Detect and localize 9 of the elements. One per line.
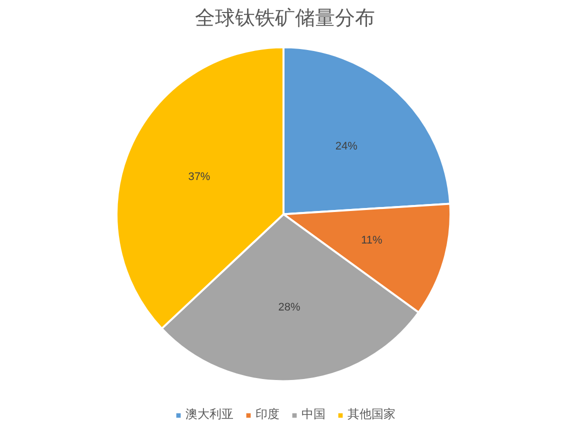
legend-label: 其他国家	[348, 406, 396, 423]
legend-label: 中国	[302, 406, 326, 423]
legend-label: 印度	[256, 406, 280, 423]
data-label: 24%	[335, 140, 358, 152]
data-label: 11%	[361, 234, 383, 246]
data-label: 37%	[188, 171, 210, 184]
legend-label: 澳大利亚	[186, 406, 234, 423]
data-label: 28%	[278, 301, 300, 314]
chart-title: 全球钛铁矿储量分布	[195, 8, 375, 30]
